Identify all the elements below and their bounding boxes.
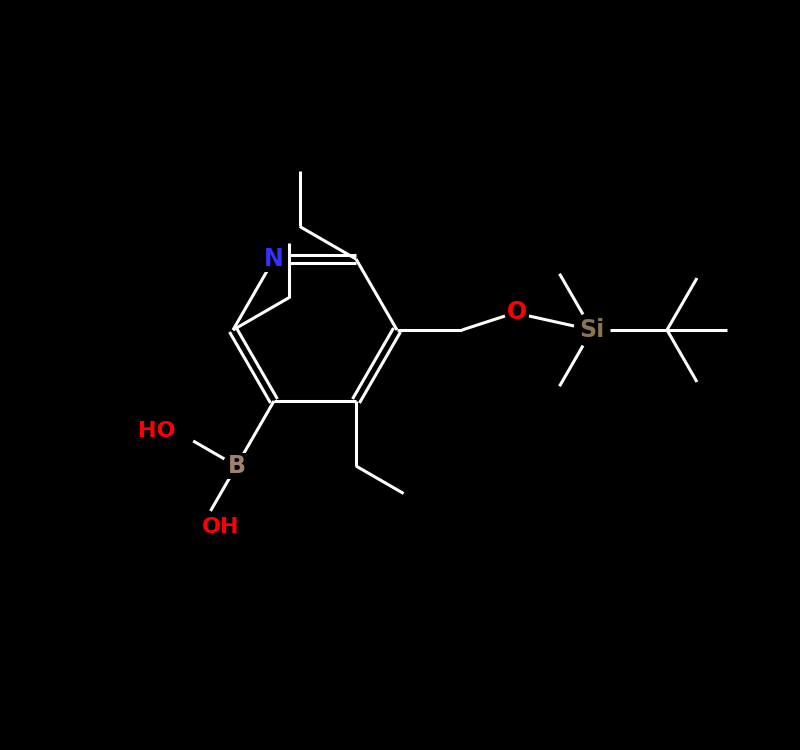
Text: O: O xyxy=(507,300,527,324)
Text: OH: OH xyxy=(202,517,239,536)
Text: B: B xyxy=(227,454,246,478)
Text: HO: HO xyxy=(138,421,176,441)
Text: N: N xyxy=(264,247,284,271)
Text: Si: Si xyxy=(579,318,605,342)
